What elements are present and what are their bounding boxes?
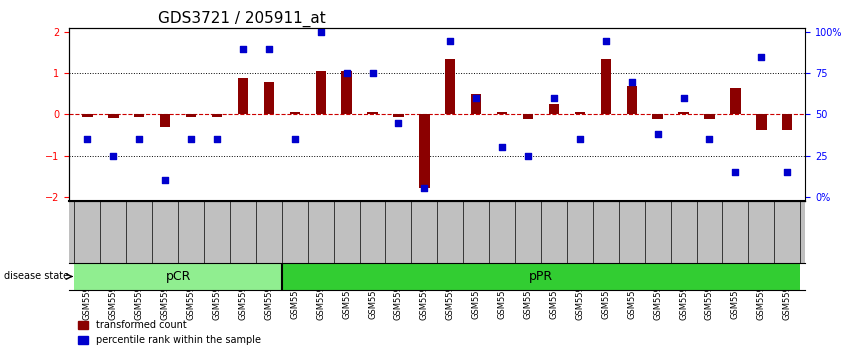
Point [780, 169, 794, 175]
Bar [263, 82, 274, 114]
Point [521, 153, 535, 158]
Point [158, 177, 172, 183]
Bar [471, 94, 481, 114]
Point [184, 136, 198, 142]
Point [132, 136, 146, 142]
Point [599, 38, 613, 44]
Point [443, 38, 457, 44]
Bar [393, 114, 404, 116]
Bar [212, 114, 223, 116]
Bar [419, 114, 430, 188]
Text: pCR: pCR [165, 270, 191, 283]
Point [107, 153, 120, 158]
Point [676, 95, 690, 101]
Bar [134, 114, 145, 116]
Bar [186, 114, 197, 116]
Bar [730, 88, 740, 114]
Bar [523, 114, 533, 119]
Bar [575, 113, 585, 114]
Point [754, 54, 768, 60]
Bar [782, 114, 792, 130]
Point [262, 46, 275, 52]
Bar [341, 72, 352, 114]
Point [417, 185, 431, 191]
Point [624, 79, 638, 85]
Legend: transformed count, percentile rank within the sample: transformed count, percentile rank withi… [74, 316, 264, 349]
Bar [108, 114, 119, 118]
Bar [704, 114, 714, 119]
Point [573, 136, 587, 142]
Bar [626, 86, 637, 114]
Point [236, 46, 250, 52]
Point [728, 169, 742, 175]
Text: disease state: disease state [3, 272, 68, 281]
Bar [367, 113, 378, 114]
Bar [497, 113, 507, 114]
Bar [74, 263, 281, 290]
Bar [315, 72, 326, 114]
Bar [678, 113, 688, 114]
Bar [756, 114, 766, 130]
Bar [289, 113, 300, 114]
Point [495, 144, 509, 150]
Point [313, 30, 327, 35]
Point [469, 95, 483, 101]
Bar [82, 114, 93, 116]
Text: GDS3721 / 205911_at: GDS3721 / 205911_at [158, 11, 326, 27]
Point [288, 136, 301, 142]
Bar [281, 263, 800, 290]
Bar [652, 114, 662, 119]
Bar [601, 59, 611, 114]
Point [391, 120, 405, 126]
Point [365, 71, 379, 76]
Bar [445, 59, 456, 114]
Bar [160, 114, 171, 127]
Point [339, 71, 353, 76]
Point [547, 95, 561, 101]
Point [702, 136, 716, 142]
Bar [238, 78, 249, 114]
Point [210, 136, 224, 142]
Point [650, 131, 664, 137]
Bar [549, 104, 559, 114]
Point [81, 136, 94, 142]
Text: pPR: pPR [529, 270, 553, 283]
